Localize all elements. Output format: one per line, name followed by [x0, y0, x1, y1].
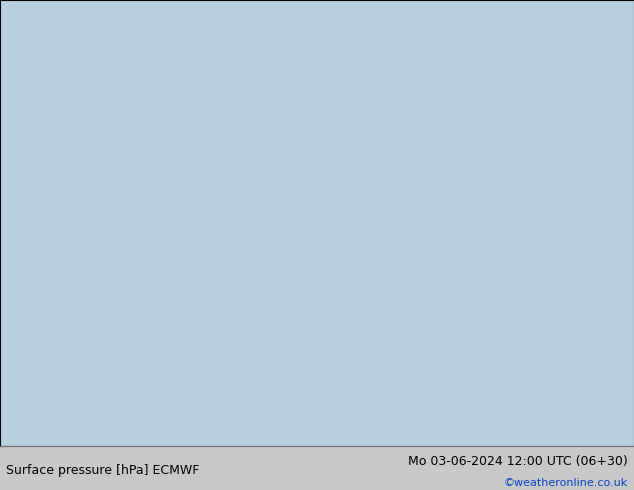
Text: Surface pressure [hPa] ECMWF: Surface pressure [hPa] ECMWF: [6, 464, 200, 477]
Text: ©weatheronline.co.uk: ©weatheronline.co.uk: [503, 478, 628, 489]
Text: Mo 03-06-2024 12:00 UTC (06+30): Mo 03-06-2024 12:00 UTC (06+30): [408, 455, 628, 468]
